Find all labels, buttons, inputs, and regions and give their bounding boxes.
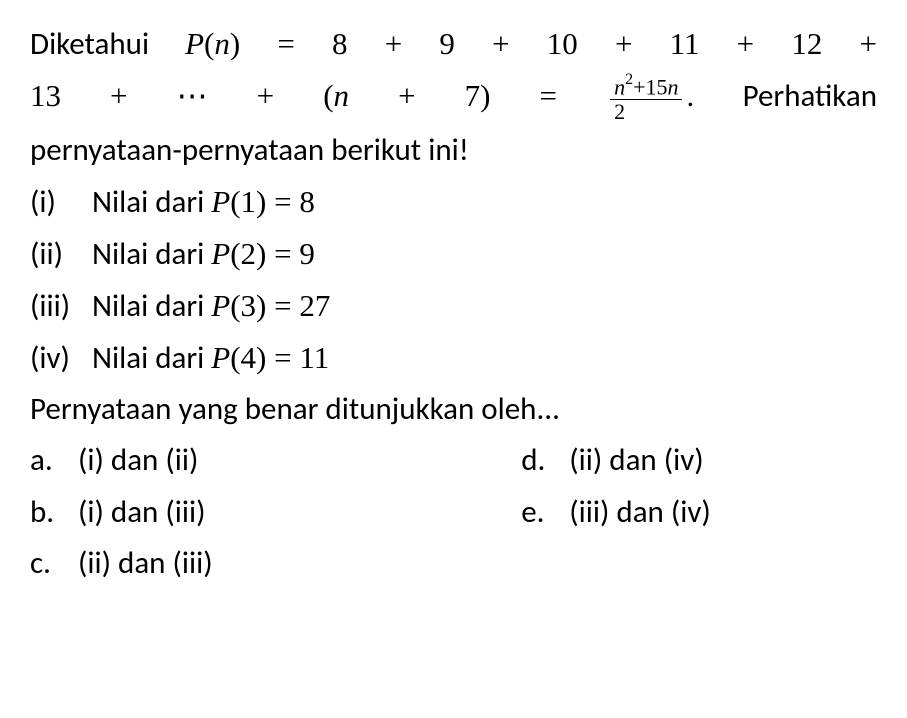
stmt-P: P — [211, 236, 230, 271]
option-c: c. (ii) dan (iii) — [30, 538, 521, 589]
stmt-pre: Nilai dari — [92, 183, 211, 221]
option-marker: c. — [30, 538, 78, 589]
statement-i: (i) Nilai dari P(1) = 8 — [30, 176, 877, 228]
fraction-denominator: 2 — [610, 100, 682, 124]
option-text: (iii) dan (iv) — [569, 487, 711, 538]
stmt-pre: Nilai dari — [92, 287, 211, 325]
problem-line-2: 13 + ⋯ + (n + 7) = n2+15n 2 . Perhatikan — [30, 70, 877, 124]
option-text: (i) dan (ii) — [78, 435, 198, 486]
math-rhs-1: = 8 + 9 + 10 + 11 + 12 + — [240, 26, 877, 61]
math-P: P — [185, 26, 204, 61]
math-paren-open: ( — [204, 26, 214, 61]
problem-line-3: pernyataan-pernyataan berikut ini! — [30, 125, 877, 176]
math-paren-close: ) — [230, 26, 240, 61]
stmt-pre: Nilai dari — [92, 235, 211, 273]
option-text: (ii) dan (iii) — [78, 538, 213, 589]
stmt-P: P — [211, 340, 230, 375]
problem-line-1: Diketahui P(n) = 8 + 9 + 10 + 11 + 12 + — [30, 18, 877, 70]
options-col-left: a. (i) dan (ii) b. (i) dan (iii) c. (ii)… — [30, 435, 521, 588]
statement-text: Nilai dari P(2) = 9 — [92, 228, 315, 280]
math-n: n — [214, 26, 230, 61]
option-marker: d. — [521, 435, 569, 486]
option-b: b. (i) dan (iii) — [30, 487, 521, 538]
statement-text: Nilai dari P(3) = 27 — [92, 280, 330, 332]
frac-sq: 2 — [625, 71, 633, 88]
statement-text: Nilai dari P(4) = 11 — [92, 332, 329, 384]
statement-text: Nilai dari P(1) = 8 — [92, 176, 315, 228]
option-marker: e. — [521, 487, 569, 538]
math-lhs-2: 13 + ⋯ + ( — [30, 78, 334, 113]
stmt-P: P — [211, 184, 230, 219]
frac-plus15: +15 — [633, 74, 667, 99]
statement-marker: (i) — [30, 177, 92, 228]
statement-marker: (iii) — [30, 281, 92, 332]
statement-iv: (iv) Nilai dari P(4) = 11 — [30, 332, 877, 384]
fraction: n2+15n 2 — [610, 73, 682, 125]
text-diketahui: Diketahui — [30, 25, 149, 63]
math-n-2: n — [334, 78, 350, 113]
statement-iii: (iii) Nilai dari P(3) = 27 — [30, 280, 877, 332]
option-e: e. (iii) dan (iv) — [521, 487, 877, 538]
question-line: Pernyataan yang benar ditunjukkan oleh..… — [30, 384, 877, 435]
period: . — [686, 78, 694, 113]
stmt-arg: (2) = 9 — [230, 236, 315, 271]
stmt-arg: (3) = 27 — [230, 288, 330, 323]
option-text: (ii) dan (iv) — [569, 435, 703, 486]
frac-n2: n — [667, 74, 678, 99]
option-a: a. (i) dan (ii) — [30, 435, 521, 486]
statement-marker: (iv) — [30, 333, 92, 384]
fraction-numerator: n2+15n — [610, 73, 682, 101]
text-pernyataan: pernyataan-pernyataan berikut ini! — [30, 131, 469, 169]
stmt-pre: Nilai dari — [92, 339, 211, 377]
statement-marker: (ii) — [30, 229, 92, 280]
stmt-arg: (4) = 11 — [230, 340, 329, 375]
options-grid: a. (i) dan (ii) b. (i) dan (iii) c. (ii)… — [30, 435, 877, 588]
frac-n1: n — [614, 74, 625, 99]
text-perhatikan: Perhatikan — [743, 77, 877, 115]
option-marker: b. — [30, 487, 78, 538]
option-marker: a. — [30, 435, 78, 486]
math-plus7: + 7) = — [349, 78, 606, 113]
problem-content: DiketahuiP(n) = 8 + 9 + 10 + 11 + 12 + 1… — [30, 18, 877, 589]
stmt-P: P — [211, 288, 230, 323]
option-d: d. (ii) dan (iv) — [521, 435, 877, 486]
statements-list: (i) Nilai dari P(1) = 8 (ii) Nilai dari … — [30, 176, 877, 385]
statement-ii: (ii) Nilai dari P(2) = 9 — [30, 228, 877, 280]
stmt-arg: (1) = 8 — [230, 184, 315, 219]
option-text: (i) dan (iii) — [78, 487, 206, 538]
question-text: Pernyataan yang benar ditunjukkan oleh..… — [30, 390, 560, 428]
options-col-right: d. (ii) dan (iv) e. (iii) dan (iv) — [521, 435, 877, 588]
